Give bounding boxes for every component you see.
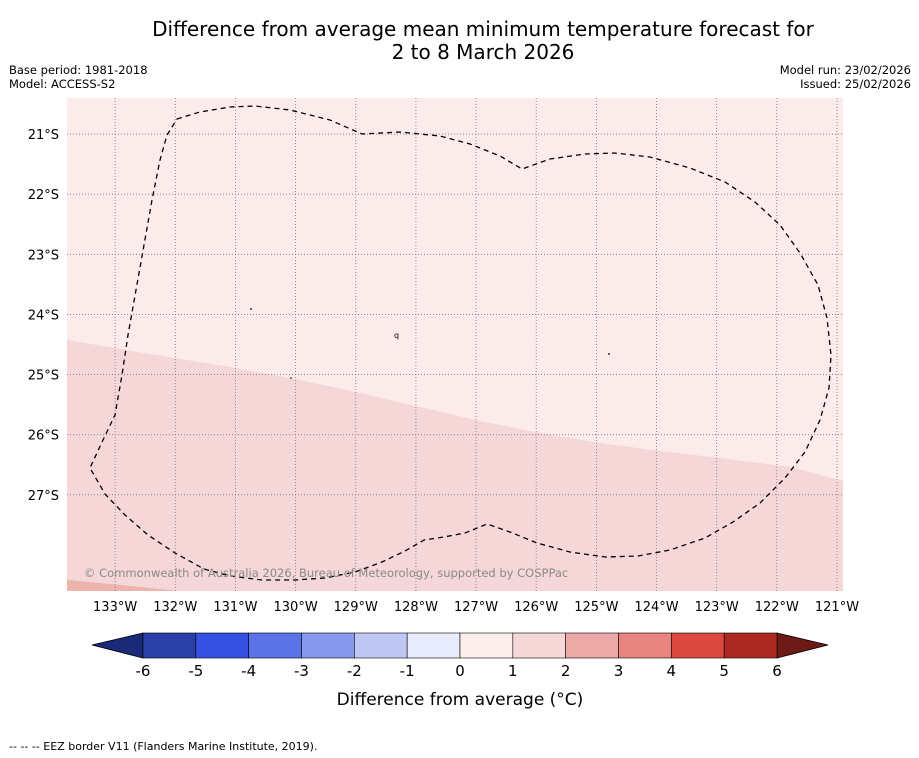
- island-marker: q: [394, 331, 399, 340]
- island-dot: [290, 377, 292, 379]
- colorbar-tick-label: -4: [241, 662, 256, 680]
- title-line-1: Difference from average mean minimum tem…: [152, 17, 814, 41]
- colorbar-ticks: -6 -5 -4 -3 -2 -1 0 1 2 3 4 5 6: [136, 662, 782, 680]
- base-period: Base period: 1981-2018: [9, 63, 148, 77]
- eez-legend-note: -- -- -- EEZ border V11 (Flanders Marine…: [9, 740, 318, 753]
- longitude-label: 122°W: [755, 600, 799, 615]
- model-run: Model run: 23/02/2026: [779, 63, 911, 77]
- colorbar-tick-label: 6: [772, 662, 782, 680]
- latitude-label: 26°S: [28, 429, 59, 444]
- colorbar-segment: [354, 632, 408, 659]
- colorbar: -6 -5 -4 -3 -2 -1 0 1 2 3 4 5 6 Difference from aver…: [91, 632, 829, 710]
- longitude-label: 132°W: [153, 600, 197, 615]
- anomaly-region-1-2: [67, 340, 843, 591]
- latitude-label: 21°S: [28, 128, 59, 143]
- latitude-label: 23°S: [28, 248, 59, 263]
- colorbar-segment: [195, 632, 249, 659]
- colorbar-tick-label: 1: [508, 662, 518, 680]
- copyright-notice: © Commonwealth of Australia 2026, Bureau…: [84, 566, 568, 580]
- colorbar-tick-label: -6: [136, 662, 151, 680]
- island-dot: [250, 308, 252, 310]
- map-area: q © Commonwealth of Australia 2026, Bure…: [67, 98, 843, 591]
- longitude-label: 130°W: [274, 600, 318, 615]
- colorbar-segment: [618, 632, 672, 659]
- info-left: Base period: 1981-2018 Model: ACCESS-S2: [9, 63, 148, 91]
- issued-date: Issued: 25/02/2026: [800, 77, 911, 91]
- eez-border: [89, 105, 832, 581]
- island-dot: [608, 353, 610, 355]
- longitude-label: 131°W: [213, 600, 257, 615]
- longitude-label: 125°W: [574, 600, 618, 615]
- graticule: [67, 98, 843, 591]
- colorbar-tick-label: 4: [667, 662, 677, 680]
- title-line-2: 2 to 8 March 2026: [391, 40, 575, 64]
- colorbar-segment: [406, 632, 461, 659]
- colorbar-segment: [723, 632, 778, 659]
- model-name: Model: ACCESS-S2: [9, 77, 116, 91]
- colorbar-segment: [142, 632, 197, 659]
- longitude-labels: 133°W 132°W 131°W 130°W 129°W 128°W 127°W 126°W…: [93, 600, 859, 615]
- latitude-label: 27°S: [28, 489, 59, 504]
- colorbar-segment: [512, 632, 566, 659]
- colorbar-segment: [671, 632, 725, 659]
- colorbar-label: Difference from average (°C): [337, 690, 584, 710]
- colorbar-segments: [142, 632, 778, 659]
- map-title: Difference from average mean minimum tem…: [0, 18, 919, 64]
- colorbar-segment: [565, 632, 619, 659]
- longitude-label: 121°W: [815, 600, 859, 615]
- longitude-label: 128°W: [394, 600, 438, 615]
- colorbar-segment: [248, 632, 302, 659]
- anomaly-region-2-3: [67, 580, 180, 591]
- colorbar-tick-label: -5: [188, 662, 203, 680]
- colorbar-over-arrow: [776, 632, 829, 659]
- colorbar-tick-label: -2: [347, 662, 362, 680]
- colorbar-tick-label: 0: [455, 662, 465, 680]
- longitude-label: 126°W: [514, 600, 558, 615]
- colorbar-segment: [459, 632, 514, 659]
- longitude-label: 124°W: [634, 600, 678, 615]
- colorbar-tick-label: -1: [400, 662, 415, 680]
- colorbar-segment: [301, 632, 355, 659]
- colorbar-tick-label: 5: [719, 662, 729, 680]
- longitude-label: 123°W: [695, 600, 739, 615]
- latitude-label: 22°S: [28, 188, 59, 203]
- colorbar-tick-label: 2: [561, 662, 571, 680]
- latitude-label: 24°S: [28, 308, 59, 323]
- longitude-label: 129°W: [334, 600, 378, 615]
- latitude-label: 25°S: [28, 369, 59, 384]
- colorbar-tick-label: -3: [294, 662, 309, 680]
- colorbar-tick-label: 3: [614, 662, 624, 680]
- longitude-label: 127°W: [454, 600, 498, 615]
- colorbar-under-arrow: [91, 632, 144, 659]
- info-right: Model run: 23/02/2026 Issued: 25/02/2026: [780, 63, 911, 91]
- longitude-label: 133°W: [93, 600, 137, 615]
- latitude-labels: 21°S 22°S 23°S 24°S 25°S 26°S 27°S: [28, 128, 59, 504]
